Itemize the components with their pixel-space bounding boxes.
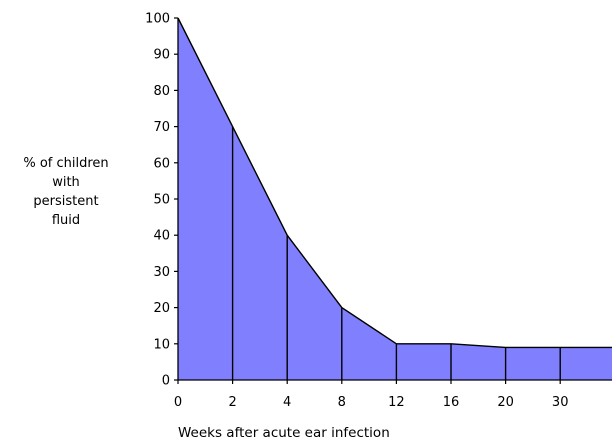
y-tick-label: 0 [162, 374, 170, 389]
x-tick-label: 20 [497, 395, 514, 410]
x-axis-label: Weeks after acute ear infection [178, 425, 390, 441]
y-axis-label-line-1: % of children [23, 156, 109, 171]
x-tick-label: 8 [338, 395, 346, 410]
x-tick-label: 0 [174, 395, 182, 410]
y-tick-label: 70 [153, 120, 170, 135]
x-tick-label: 30 [552, 395, 569, 410]
x-tick-label: 4 [283, 395, 291, 410]
x-tick-label: 16 [443, 395, 460, 410]
y-tick-label: 80 [153, 84, 170, 99]
y-tick-label: 10 [153, 337, 170, 352]
x-tick-label: 12 [388, 395, 405, 410]
y-tick-label: 90 [153, 48, 170, 63]
y-tick-label: 100 [145, 12, 170, 27]
y-axis-label-line-3: persistent [33, 194, 99, 209]
y-axis-label-line-4: fluid [51, 213, 81, 228]
x-tick-label: 2 [228, 395, 236, 410]
y-axis-label: % of children with persistent fluid [6, 154, 126, 230]
y-tick-label: 60 [153, 156, 170, 171]
y-axis-label-line-2: with [52, 175, 80, 190]
series-line [177, 17, 612, 349]
area-fill [178, 18, 612, 380]
y-tick-label: 40 [153, 229, 170, 244]
y-tick-label: 30 [153, 265, 170, 280]
y-tick-label: 20 [153, 301, 170, 316]
y-tick-label: 50 [153, 193, 170, 208]
